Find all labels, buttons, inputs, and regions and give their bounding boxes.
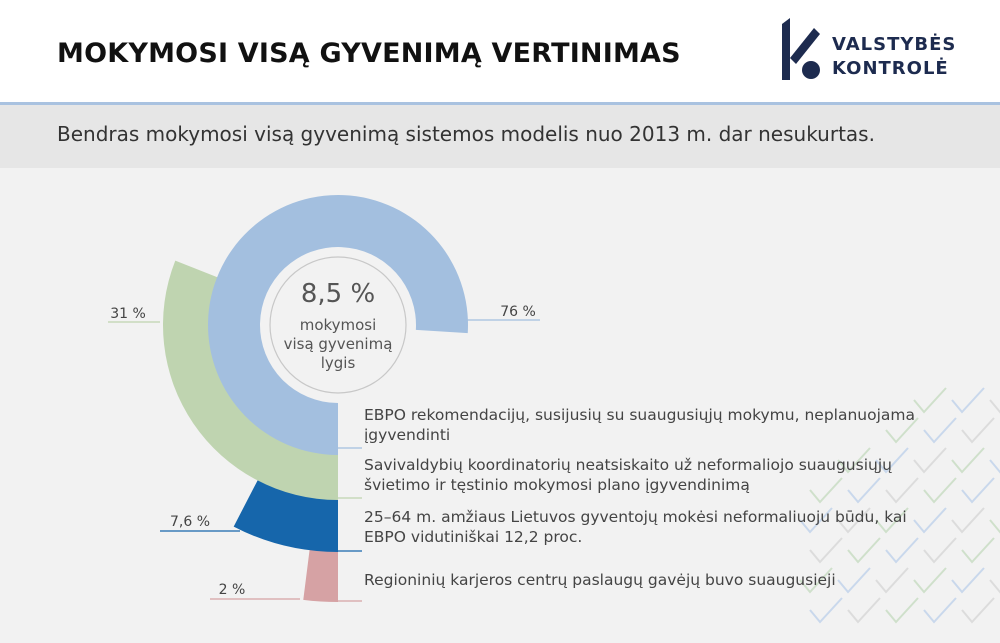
checkmark-icon bbox=[809, 477, 843, 504]
series-description: 25–64 m. amžiaus Lietuvos gyventojų mokė… bbox=[364, 508, 907, 546]
checkmark-icon bbox=[875, 447, 909, 474]
checkmark-icon bbox=[961, 597, 995, 624]
checkmark-icon bbox=[847, 477, 881, 504]
checkmark-icon bbox=[809, 597, 843, 624]
checkmark-icon bbox=[961, 477, 995, 504]
checkmark-icon bbox=[951, 387, 985, 414]
summary-text: Bendras mokymosi visą gyvenimą sistemos … bbox=[57, 122, 875, 146]
checkmark-icon bbox=[847, 537, 881, 564]
header-divider bbox=[0, 102, 1000, 105]
center-label: mokymosi visą gyvenimą lygis bbox=[273, 316, 403, 373]
checkmark-icon bbox=[961, 537, 995, 564]
checkmark-icon bbox=[913, 387, 947, 414]
checkmark-icon bbox=[961, 417, 995, 444]
checkmark-icon bbox=[885, 537, 919, 564]
logo-text-line1: VALSTYBĖS bbox=[832, 34, 957, 55]
logo-text-line2: KONTROLĖ bbox=[832, 58, 949, 79]
value-label: 2 % bbox=[219, 582, 246, 598]
checkmark-icon bbox=[913, 507, 947, 534]
center-circle bbox=[269, 256, 407, 394]
checkmark-icon bbox=[951, 447, 985, 474]
valstybes-kontrole-logo-icon bbox=[782, 18, 820, 80]
series-description: EBPO rekomendacijų, susijusių su suaugus… bbox=[364, 406, 915, 444]
checkmark-icon bbox=[885, 417, 919, 444]
checkmark-icon bbox=[989, 459, 1000, 474]
series-description: Regioninių karjeros centrų paslaugų gavė… bbox=[364, 571, 836, 589]
checkmark-icon bbox=[913, 447, 947, 474]
arc-segment bbox=[208, 195, 468, 455]
center-value: 8,5 % bbox=[300, 279, 376, 309]
center-label-line: mokymosi bbox=[299, 316, 377, 334]
checkmark-icon bbox=[913, 567, 947, 594]
checkmark-icon bbox=[923, 477, 957, 504]
center-label-line: lygis bbox=[320, 354, 356, 372]
checkmark-icon bbox=[799, 507, 833, 534]
checkmark-icon bbox=[847, 597, 881, 624]
checkmark-icon bbox=[837, 567, 871, 594]
checkmark-icon bbox=[989, 399, 1000, 414]
value-label: 7,6 % bbox=[170, 514, 210, 530]
page-title: MOKYMOSI VISĄ GYVENIMĄ VERTINIMAS bbox=[57, 38, 681, 69]
checkmark-icon bbox=[809, 537, 843, 564]
checkmark-icon bbox=[885, 597, 919, 624]
checkmark-icon bbox=[799, 567, 833, 594]
checkmark-icon bbox=[885, 477, 919, 504]
checkmark-icon bbox=[951, 567, 985, 594]
logo: VALSTYBĖS KONTROLĖ bbox=[778, 18, 978, 82]
checkmark-icon bbox=[923, 597, 957, 624]
value-label: 31 % bbox=[110, 306, 146, 322]
checkmark-icon bbox=[923, 537, 957, 564]
checkmark-icon bbox=[923, 417, 957, 444]
center-label-line: visą gyvenimą bbox=[283, 335, 393, 353]
checkmark-icon bbox=[875, 507, 909, 534]
checkmark-icon bbox=[837, 447, 871, 474]
header: MOKYMOSI VISĄ GYVENIMĄ VERTINIMAS VALSTY… bbox=[0, 0, 1000, 102]
value-label: 76 % bbox=[500, 304, 536, 320]
summary-banner bbox=[0, 105, 1000, 168]
checkmark-icon bbox=[989, 519, 1000, 534]
checkmark-icon bbox=[875, 567, 909, 594]
checkmark-icon bbox=[837, 507, 871, 534]
series-description: Savivaldybių koordinatorių neatsiskaito … bbox=[364, 456, 892, 494]
checkmark-icon bbox=[951, 507, 985, 534]
checkmark-icon bbox=[989, 579, 1000, 594]
